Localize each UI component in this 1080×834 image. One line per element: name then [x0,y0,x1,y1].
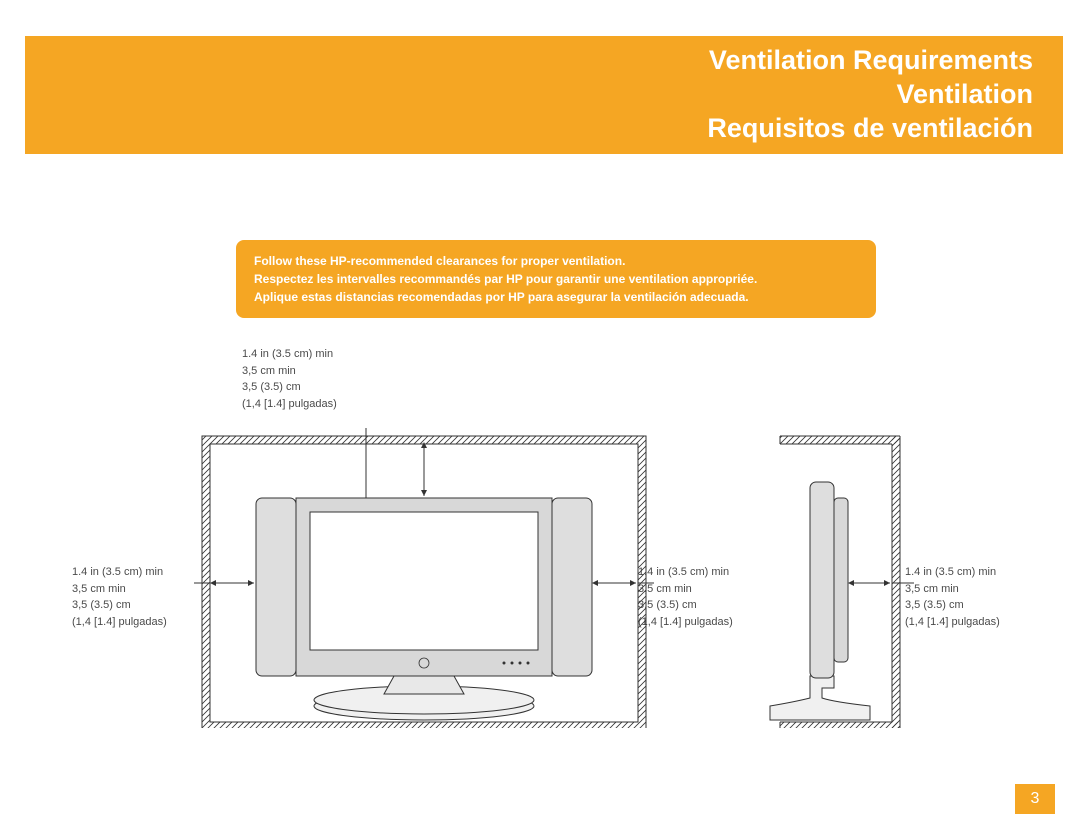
side-diagram [768,428,898,718]
header-title-es: Requisitos de ventilación [707,112,1033,146]
header-banner: Ventilation Requirements Ventilation Req… [25,36,1063,154]
measurement-line: 3,5 (3.5) cm [242,379,337,396]
page-number: 3 [1015,784,1055,814]
measurement-line: 1.4 in (3.5 cm) min [72,564,167,581]
front-diagram-svg [194,428,654,728]
header-title-fr: Ventilation [896,78,1033,112]
measurement-line: 1.4 in (3.5 cm) min [242,346,337,363]
info-text-fr: Respectez les intervalles recommandés pa… [254,270,858,288]
info-callout-box: Follow these HP-recommended clearances f… [236,240,876,318]
front-diagram [194,428,634,718]
measurement-line: (1,4 [1.4] pulgadas) [72,614,167,631]
info-text-es: Aplique estas distancias recomendadas po… [254,288,858,306]
measurement-line: 3,5 cm min [242,363,337,380]
measurement-top: 1.4 in (3.5 cm) min 3,5 cm min 3,5 (3.5)… [242,346,337,412]
measurement-left: 1.4 in (3.5 cm) min 3,5 cm min 3,5 (3.5)… [72,564,167,630]
side-diagram-svg [768,428,928,728]
info-text-en: Follow these HP-recommended clearances f… [254,252,858,270]
header-title-en: Ventilation Requirements [709,44,1033,78]
measurement-line: (1,4 [1.4] pulgadas) [242,396,337,413]
measurement-line: 3,5 cm min [72,581,167,598]
measurement-line: 3,5 (3.5) cm [72,597,167,614]
